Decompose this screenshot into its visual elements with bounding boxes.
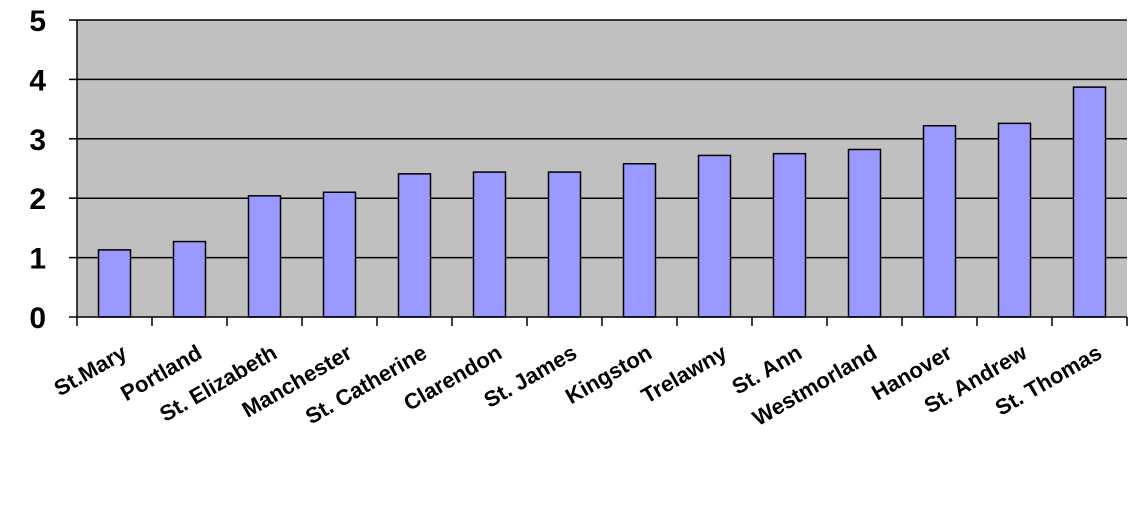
bars — [97, 86, 1107, 318]
x-tick-label: Kingston — [561, 340, 656, 409]
bar-st-elizabeth — [247, 195, 282, 318]
y-tick-label: 2 — [29, 183, 46, 216]
bar-st-andrew — [997, 122, 1032, 318]
bar-portland — [172, 240, 207, 318]
bar-st-ann — [772, 152, 807, 318]
bar-westmorland — [847, 148, 882, 318]
y-tick-labels: 0 1 2 3 4 5 — [29, 5, 46, 335]
bar-st-james — [547, 171, 582, 318]
y-tick-label: 1 — [29, 243, 46, 276]
bar-st-catherine — [397, 173, 432, 318]
x-tick-label: Trelawny — [637, 339, 732, 408]
y-tick-label: 0 — [29, 302, 46, 335]
bar-st-thomas — [1072, 86, 1107, 318]
bar-manchester — [322, 191, 357, 318]
y-tick-label: 5 — [29, 5, 46, 38]
x-tick-label: St.Mary — [50, 339, 132, 401]
bar-clarendon — [472, 171, 507, 318]
axes — [69, 19, 1128, 326]
bar-kingston — [622, 162, 657, 318]
plot-area — [77, 20, 1127, 317]
bar-hanover — [922, 124, 957, 318]
bar-st-mary — [97, 249, 132, 318]
bar-trelawny — [697, 154, 732, 318]
y-tick-label: 4 — [29, 64, 46, 97]
y-tick-label: 3 — [29, 124, 46, 157]
